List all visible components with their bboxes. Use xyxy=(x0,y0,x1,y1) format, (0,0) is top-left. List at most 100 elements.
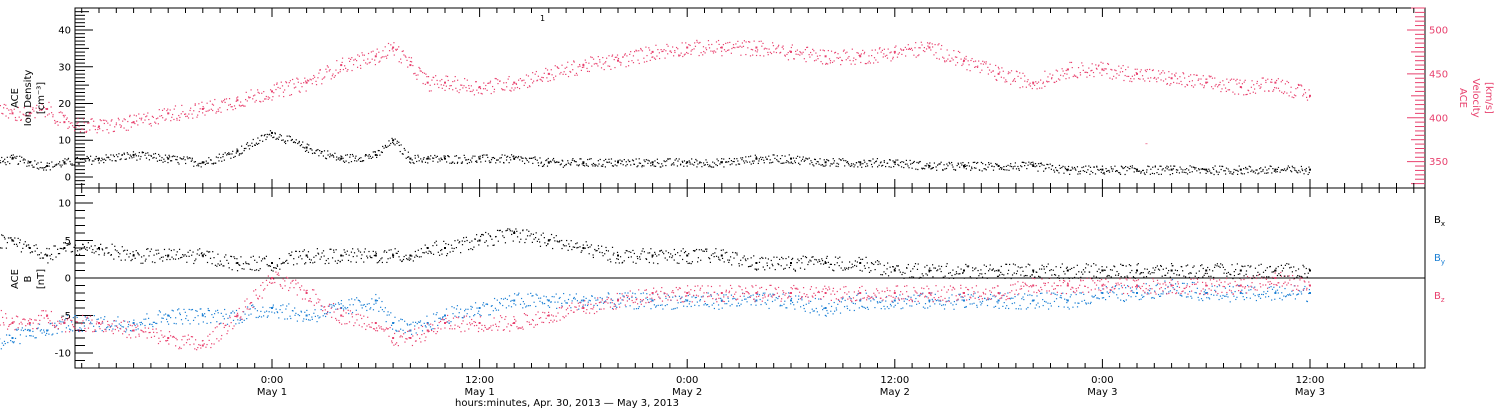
velocity-sample xyxy=(1046,80,1048,82)
by-sample xyxy=(114,325,116,327)
velocity-sample xyxy=(220,111,222,113)
velocity-sample xyxy=(1124,74,1126,77)
velocity-sample xyxy=(143,113,145,115)
velocity-sample xyxy=(963,57,966,59)
velocity-sample xyxy=(507,78,509,80)
velocity-sample xyxy=(1174,75,1176,77)
velocity-point xyxy=(201,107,204,110)
ion-density-sample xyxy=(1116,170,1119,172)
ion-density-sample xyxy=(1076,166,1079,168)
by-sample xyxy=(504,297,506,299)
ion-density-sample xyxy=(2,160,5,162)
ion-density-sample xyxy=(1096,166,1098,168)
by-sample xyxy=(235,309,238,312)
ion-density-sample xyxy=(71,164,73,166)
ion-density-sample xyxy=(755,156,757,158)
by-sample xyxy=(902,307,904,309)
by-sample xyxy=(152,321,154,323)
ion-density-sample xyxy=(223,159,225,161)
ion-density-sample xyxy=(723,166,725,168)
by-sample xyxy=(708,305,710,308)
ion-density-sample xyxy=(433,157,435,159)
by-sample xyxy=(343,308,345,310)
velocity-sample xyxy=(704,52,706,54)
by-sample xyxy=(94,330,96,332)
velocity-sample xyxy=(367,52,370,55)
velocity-sample xyxy=(1131,80,1133,83)
by-sample xyxy=(856,294,858,297)
by-sample xyxy=(400,318,402,320)
ion-density-sample xyxy=(274,133,276,135)
ion-density-sample xyxy=(915,168,917,170)
by-sample xyxy=(684,300,686,303)
by-sample xyxy=(924,307,926,309)
by-sample xyxy=(527,293,529,295)
velocity-sample xyxy=(1028,84,1030,86)
velocity-sample xyxy=(523,79,525,81)
by-sample xyxy=(115,320,117,322)
ion-density-sample xyxy=(1266,172,1268,174)
velocity-sample xyxy=(418,66,420,69)
ion-density-sample xyxy=(1026,168,1028,170)
ion-density-sample xyxy=(855,162,858,164)
x-tick-time-label: 12:00 xyxy=(465,375,494,386)
ion-density-sample xyxy=(520,156,522,158)
ion-density-sample xyxy=(1233,171,1235,173)
velocity-sample xyxy=(276,82,278,84)
velocity-sample xyxy=(458,91,460,94)
ion-density-sample xyxy=(74,158,76,161)
ion-density-sample xyxy=(1154,165,1156,167)
by-sample xyxy=(185,317,187,320)
ion-density-sample xyxy=(826,158,828,161)
velocity-sample xyxy=(646,60,648,63)
by-sample xyxy=(569,294,571,296)
ion-density-sample xyxy=(154,152,157,155)
ion-density-sample xyxy=(490,161,492,163)
by-sample xyxy=(968,298,971,301)
velocity-sample xyxy=(381,56,383,58)
by-sample xyxy=(1271,299,1273,301)
ion-density-sample xyxy=(654,165,657,167)
ion-density-sample xyxy=(152,157,154,159)
by-sample xyxy=(279,309,281,311)
velocity-sample xyxy=(164,119,166,121)
ion-density-sample xyxy=(733,160,735,163)
by-sample xyxy=(313,312,315,314)
by-sample xyxy=(1290,294,1292,296)
velocity-sample xyxy=(1065,78,1067,80)
by-sample xyxy=(1219,295,1222,297)
velocity-sample xyxy=(789,50,791,52)
by-sample xyxy=(198,323,200,325)
by-sample xyxy=(1197,296,1199,299)
velocity-sample xyxy=(777,46,779,48)
velocity-sample xyxy=(288,82,290,84)
ion-density-sample xyxy=(167,161,169,164)
by-sample xyxy=(171,309,173,311)
velocity-sample xyxy=(820,60,822,63)
velocity-sample xyxy=(1203,87,1205,89)
by-sample xyxy=(40,329,42,331)
ion-density-sample xyxy=(139,158,141,160)
ion-density-sample xyxy=(548,162,550,164)
ion-density-sample xyxy=(919,160,921,163)
velocity-sample xyxy=(848,55,850,58)
velocity-sample xyxy=(1226,78,1228,80)
velocity-sample xyxy=(1208,75,1210,77)
by-sample xyxy=(1053,300,1056,303)
velocity-sample xyxy=(590,56,592,58)
by-sample xyxy=(672,296,674,298)
ion-density-sample xyxy=(399,150,401,153)
by-sample xyxy=(415,332,417,334)
velocity-sample xyxy=(793,58,795,60)
velocity-sample xyxy=(988,69,991,71)
velocity-sample xyxy=(466,79,468,81)
velocity-sample xyxy=(1264,90,1266,92)
velocity-point xyxy=(478,86,481,89)
by-sample xyxy=(713,307,716,310)
velocity-sample xyxy=(1123,79,1125,82)
velocity-sample xyxy=(210,108,212,110)
ion-density-sample xyxy=(675,158,677,160)
velocity-sample xyxy=(106,129,108,131)
by-sample xyxy=(695,296,697,299)
velocity-sample xyxy=(359,64,362,67)
